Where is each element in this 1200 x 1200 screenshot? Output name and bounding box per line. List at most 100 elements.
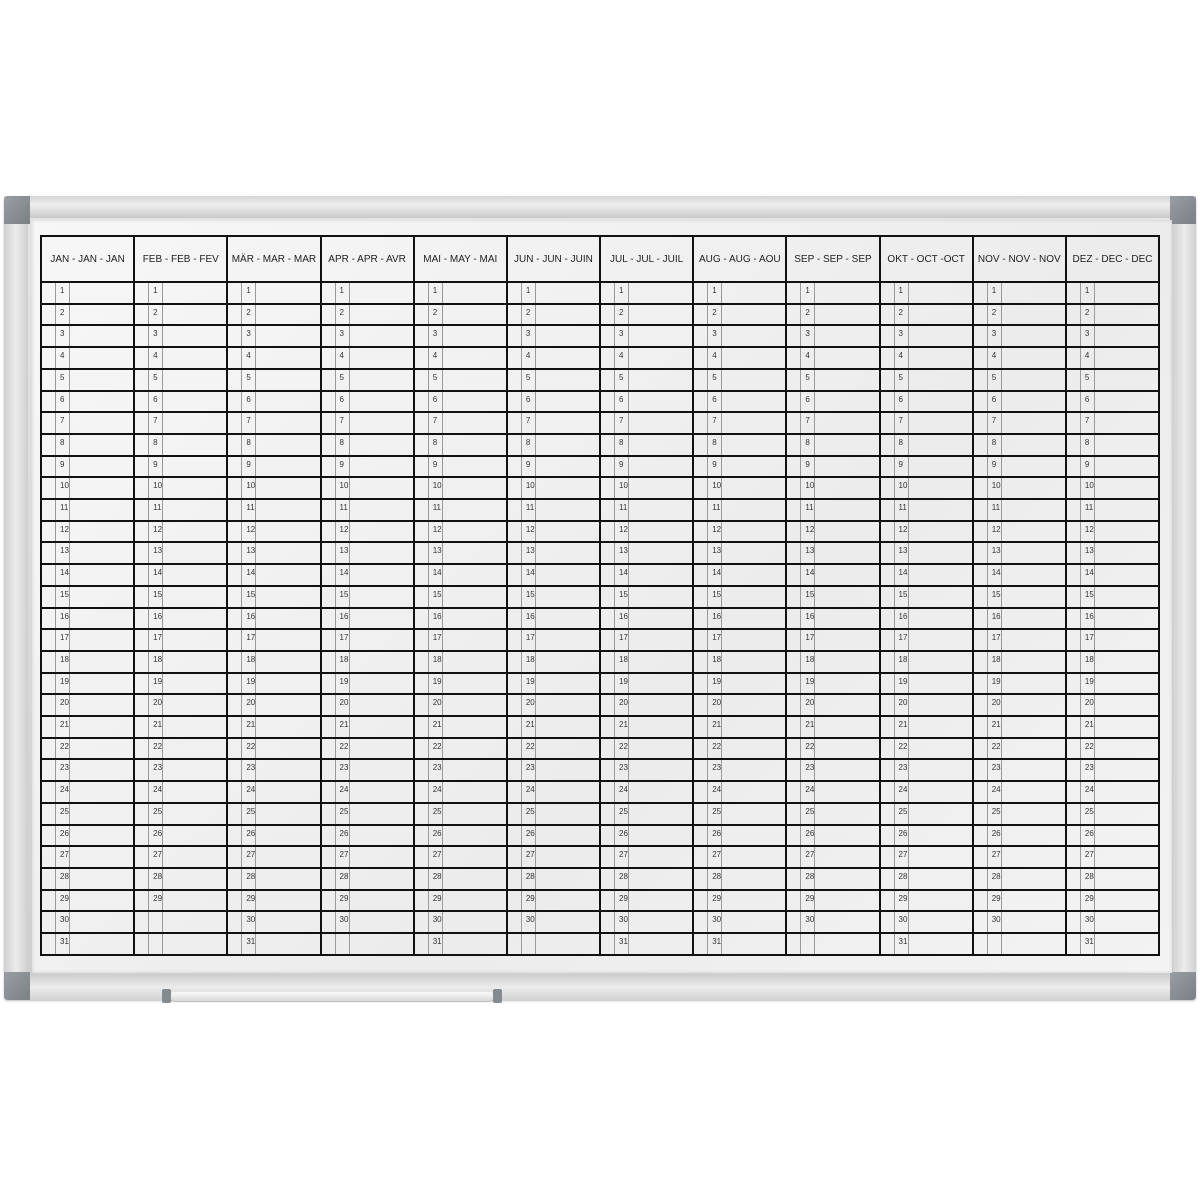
day-cell[interactable]: 26 — [601, 825, 693, 848]
day-cell[interactable]: 7 — [135, 413, 227, 435]
day-cell[interactable]: 19 — [694, 673, 786, 696]
day-cell[interactable]: 4 — [787, 348, 879, 370]
day-cell[interactable]: 19 — [321, 673, 413, 696]
day-cell[interactable]: 19 — [601, 673, 693, 696]
day-cell[interactable]: 12 — [880, 521, 972, 544]
day-cell[interactable]: 30 — [321, 912, 413, 935]
day-cell[interactable]: 16 — [694, 608, 786, 631]
day-cell[interactable]: 24 — [694, 782, 786, 804]
day-cell[interactable]: 6 — [135, 391, 227, 414]
day-cell[interactable]: 23 — [787, 760, 879, 783]
day-cell[interactable]: 8 — [694, 434, 786, 457]
day-cell[interactable]: 9 — [1066, 456, 1159, 479]
day-cell[interactable]: 13 — [880, 543, 972, 566]
day-cell[interactable]: 1 — [601, 283, 693, 305]
day-cell[interactable]: 12 — [787, 521, 879, 544]
day-cell[interactable]: 26 — [880, 825, 972, 848]
day-cell[interactable]: 30 — [42, 912, 134, 935]
day-cell[interactable]: 30 — [694, 912, 786, 935]
day-cell[interactable]: 2 — [414, 304, 506, 327]
day-cell[interactable]: 5 — [1066, 369, 1159, 392]
day-cell[interactable]: 1 — [42, 283, 134, 305]
day-cell[interactable]: 10 — [135, 478, 227, 501]
day-cell[interactable]: 15 — [42, 586, 134, 609]
day-cell[interactable]: 20 — [787, 695, 879, 718]
day-cell[interactable]: 16 — [880, 608, 972, 631]
day-cell[interactable]: 7 — [321, 413, 413, 435]
day-cell[interactable]: 28 — [1066, 868, 1159, 891]
day-cell[interactable]: 13 — [507, 543, 600, 566]
day-cell[interactable]: 29 — [135, 890, 227, 913]
day-cell[interactable]: 9 — [135, 456, 227, 479]
day-cell[interactable]: 9 — [42, 456, 134, 479]
day-cell[interactable]: 20 — [880, 695, 972, 718]
day-cell[interactable]: 19 — [973, 673, 1065, 696]
day-cell[interactable]: 21 — [601, 717, 693, 739]
day-cell[interactable]: 6 — [414, 391, 506, 414]
day-cell[interactable]: 8 — [1066, 434, 1159, 457]
day-cell[interactable]: 19 — [135, 673, 227, 696]
day-cell[interactable]: 26 — [228, 825, 320, 848]
day-cell[interactable]: 3 — [42, 326, 134, 349]
day-cell[interactable]: 24 — [228, 782, 320, 804]
day-cell[interactable]: 19 — [414, 673, 506, 696]
day-cell[interactable]: 7 — [787, 413, 879, 435]
day-cell[interactable]: 28 — [973, 868, 1065, 891]
day-cell[interactable]: 2 — [1066, 304, 1159, 327]
day-cell[interactable]: 11 — [1066, 500, 1159, 522]
day-cell[interactable]: 27 — [135, 847, 227, 869]
day-cell[interactable]: 17 — [228, 630, 320, 652]
day-cell[interactable]: 2 — [42, 304, 134, 327]
day-cell[interactable]: 9 — [973, 456, 1065, 479]
day-cell[interactable]: 17 — [694, 630, 786, 652]
day-cell[interactable]: 25 — [135, 803, 227, 826]
day-cell[interactable]: 28 — [694, 868, 786, 891]
day-cell[interactable]: 16 — [973, 608, 1065, 631]
day-cell[interactable]: 1 — [414, 283, 506, 305]
day-cell[interactable]: 13 — [694, 543, 786, 566]
day-cell[interactable]: 10 — [1066, 478, 1159, 501]
day-cell[interactable]: 6 — [228, 391, 320, 414]
day-cell[interactable]: 11 — [787, 500, 879, 522]
day-cell[interactable]: 10 — [42, 478, 134, 501]
day-cell[interactable]: 9 — [507, 456, 600, 479]
day-cell[interactable]: 13 — [973, 543, 1065, 566]
day-cell[interactable]: 24 — [1066, 782, 1159, 804]
day-cell[interactable]: 8 — [973, 434, 1065, 457]
day-cell[interactable]: 12 — [1066, 521, 1159, 544]
day-cell[interactable]: 31 — [228, 934, 319, 954]
day-cell[interactable]: 27 — [787, 847, 879, 869]
day-cell[interactable]: 10 — [228, 478, 320, 501]
day-cell[interactable]: 31 — [601, 934, 692, 954]
day-cell[interactable]: 16 — [787, 608, 879, 631]
day-cell[interactable]: 20 — [973, 695, 1065, 718]
day-cell[interactable]: 5 — [973, 369, 1065, 392]
day-cell[interactable]: 12 — [414, 521, 506, 544]
day-cell[interactable]: 2 — [321, 304, 413, 327]
day-cell[interactable]: 21 — [880, 717, 972, 739]
day-cell[interactable]: 24 — [507, 782, 600, 804]
day-cell[interactable]: 28 — [321, 868, 413, 891]
day-cell[interactable]: 23 — [42, 760, 134, 783]
day-cell[interactable]: 3 — [880, 326, 972, 349]
day-cell[interactable]: 18 — [228, 651, 320, 674]
day-cell[interactable]: 17 — [414, 630, 506, 652]
day-cell[interactable]: 28 — [880, 868, 972, 891]
day-cell[interactable]: 31 — [42, 934, 133, 954]
day-cell[interactable]: 21 — [787, 717, 879, 739]
day-cell[interactable]: 4 — [414, 348, 506, 370]
day-cell[interactable]: 7 — [601, 413, 693, 435]
day-cell[interactable]: 29 — [973, 890, 1065, 913]
day-cell[interactable]: 10 — [601, 478, 693, 501]
day-cell[interactable]: 17 — [507, 630, 600, 652]
day-cell[interactable]: 1 — [228, 283, 320, 305]
day-cell[interactable]: 11 — [880, 500, 972, 522]
day-cell[interactable]: 27 — [973, 847, 1065, 869]
day-cell[interactable]: 11 — [321, 500, 413, 522]
day-cell[interactable]: 1 — [880, 283, 972, 305]
day-cell[interactable]: 11 — [414, 500, 506, 522]
day-cell[interactable]: 23 — [228, 760, 320, 783]
day-cell[interactable]: 27 — [42, 847, 134, 869]
day-cell[interactable]: 14 — [228, 565, 320, 587]
day-cell[interactable]: 13 — [42, 543, 134, 566]
